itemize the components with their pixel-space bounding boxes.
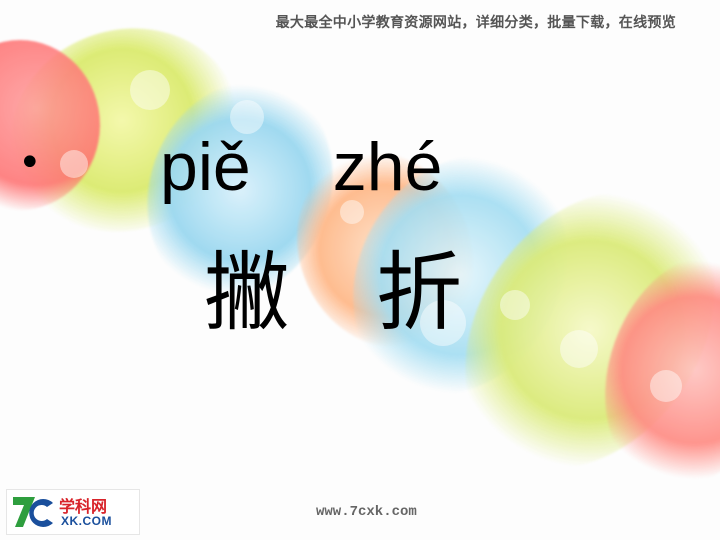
background-bubble: [560, 330, 598, 368]
logo-chinese-name: 学科网: [59, 497, 108, 516]
hanzi-pie: 撇: [204, 243, 290, 343]
background-bubble: [60, 150, 88, 178]
pinyin-row: piě zhé: [160, 128, 442, 206]
pinyin-zhe: zhé: [332, 129, 443, 205]
background-bubble: [500, 290, 530, 320]
hanzi-zhe: 折: [376, 243, 462, 343]
site-banner: 最大最全中小学教育资源网站，详细分类，批量下载，在线预览: [275, 15, 676, 31]
pinyin-pie: piě: [160, 129, 251, 205]
logo-7c-icon: [13, 497, 53, 527]
background-bubble: [230, 100, 264, 134]
bullet-point: •: [18, 140, 42, 186]
background-bubble: [650, 370, 682, 402]
logo-english-name: XK.COM: [61, 514, 112, 528]
background-bubble: [420, 300, 466, 346]
site-logo[interactable]: 学科网 XK.COM: [6, 489, 140, 535]
background-bubble: [340, 200, 364, 224]
footer-url[interactable]: www.7cxk.com: [316, 504, 417, 520]
background-bubble: [130, 70, 170, 110]
hanzi-row: 撇折: [204, 222, 462, 347]
